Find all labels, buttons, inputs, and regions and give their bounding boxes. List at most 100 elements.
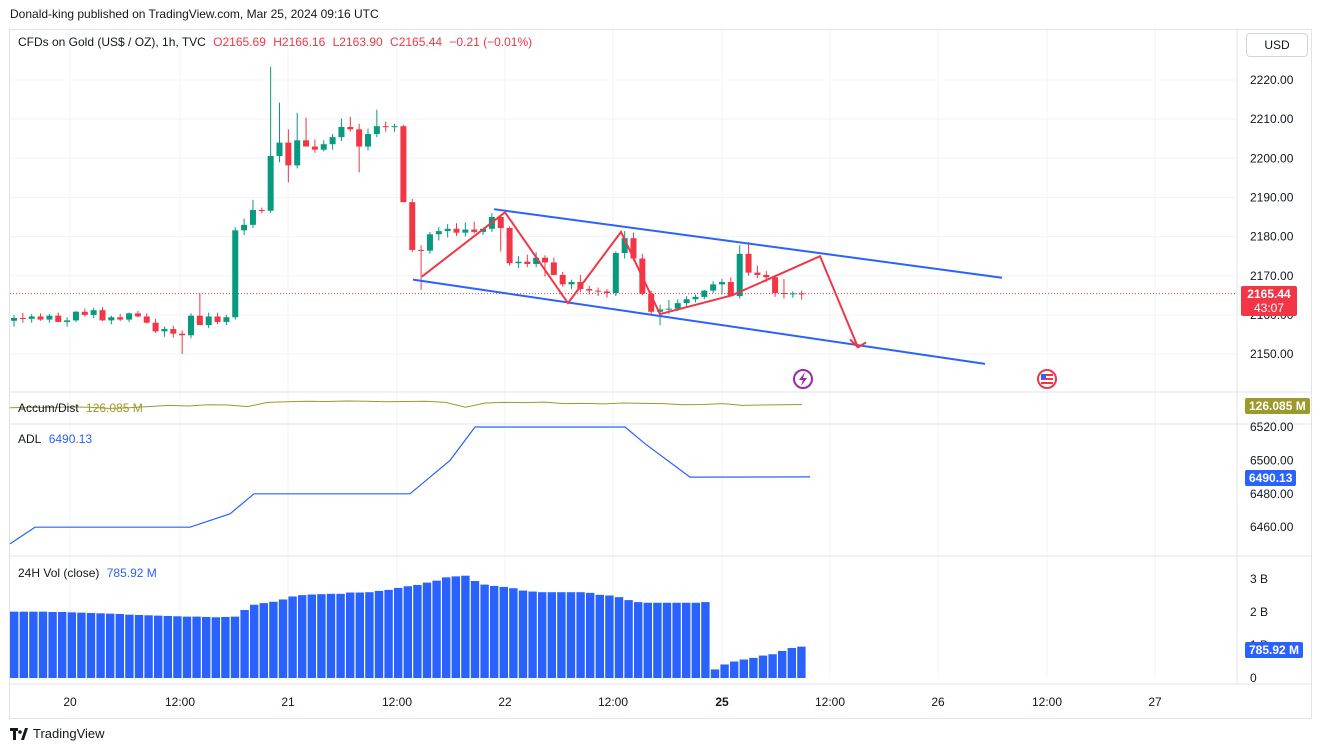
candle-body — [11, 318, 17, 321]
candle-body — [134, 313, 141, 317]
accum-dist-line — [9, 400, 803, 409]
accum-title[interactable]: Accum/Dist — [18, 401, 79, 415]
candle-body — [506, 227, 513, 264]
volume-bar — [797, 646, 806, 678]
volume-bar — [144, 615, 153, 678]
candle-body — [772, 277, 779, 293]
volume-bar — [106, 613, 115, 678]
vol-value: 785.92 M — [106, 566, 157, 580]
candle-body — [550, 262, 557, 275]
candle-body — [347, 126, 354, 130]
candle-body — [19, 318, 26, 320]
change-value: −0.21 (−0.01%) — [449, 35, 533, 49]
volume-bar — [442, 577, 451, 678]
candle-body — [276, 142, 283, 156]
adl-axis-label: 6520.00 — [1250, 420, 1294, 434]
volume-bar — [682, 602, 691, 678]
candle-body — [338, 126, 345, 138]
candle-body — [205, 316, 212, 326]
main-legend: CFDs on Gold (US$ / OZ), 1h, TVC O2165.6… — [18, 35, 536, 49]
candle-body — [241, 224, 248, 231]
candle-body — [710, 284, 717, 291]
currency-button[interactable]: USD — [1246, 33, 1308, 57]
candle-body — [657, 309, 664, 312]
candle-body — [789, 293, 796, 295]
volume-bar — [701, 602, 710, 678]
volume-bar — [163, 615, 172, 678]
candle-body — [329, 137, 336, 145]
candle-body — [143, 316, 150, 323]
volume-bar — [365, 592, 374, 678]
candle-body — [179, 333, 186, 336]
candle-body — [161, 328, 168, 332]
adl-value: 6490.13 — [48, 432, 93, 446]
symbol-label[interactable]: CFDs on Gold (US$ / OZ), 1h, TVC — [18, 35, 206, 49]
volume-bar — [211, 617, 220, 678]
volume-bar — [298, 595, 307, 678]
channel-lower-line — [412, 278, 986, 365]
volume-bar — [451, 576, 460, 678]
candle-body — [648, 293, 655, 312]
adl-axis-label: 6500.00 — [1250, 453, 1294, 467]
price-axis-label: 2220.00 — [1250, 73, 1294, 87]
price-axis-label: 2170.00 — [1250, 269, 1294, 283]
candle-body — [72, 311, 79, 321]
candle-body — [745, 253, 752, 273]
candle-body — [99, 310, 106, 321]
candle-body — [64, 320, 71, 322]
volume-bar — [374, 590, 384, 678]
volume-bar — [326, 593, 336, 678]
price-axis-label: 2210.00 — [1250, 112, 1294, 126]
vol-title[interactable]: 24H Vol (close) — [18, 566, 100, 580]
candle-body — [568, 282, 575, 285]
adl-axis-label: 6480.00 — [1250, 487, 1294, 501]
flag-stripe — [1041, 376, 1053, 378]
volume-bar — [586, 592, 595, 678]
time-axis-hour-label: 12:00 — [382, 695, 412, 709]
volume-bar — [240, 610, 249, 678]
candle-body — [471, 229, 478, 232]
candle-body — [444, 228, 451, 232]
volume-bar — [710, 669, 720, 678]
lightning-event-icon — [793, 369, 813, 389]
candle-body — [630, 238, 637, 259]
volume-bar — [403, 586, 412, 678]
time-axis-day-label: 26 — [931, 695, 945, 709]
volume-bar — [538, 592, 547, 678]
volume-bar — [672, 602, 681, 678]
candle-body — [311, 146, 318, 150]
candle-body — [126, 313, 133, 320]
candle-body — [267, 155, 274, 211]
candle-body — [28, 316, 35, 319]
candle-body — [612, 253, 619, 293]
volume-bar — [730, 661, 739, 678]
candle-body — [196, 315, 203, 326]
adl-title[interactable]: ADL — [18, 432, 42, 446]
lightning-bolt — [799, 372, 807, 386]
candle-body — [524, 261, 531, 265]
candle-body — [692, 296, 699, 300]
volume-bar — [384, 589, 393, 678]
adl-axis-label: 6460.00 — [1250, 520, 1294, 534]
volume-bar — [154, 615, 163, 678]
candle-body — [373, 126, 380, 135]
candle-body — [285, 142, 292, 166]
candle-body — [719, 282, 725, 285]
candle-body — [453, 228, 460, 233]
candle-body — [559, 274, 566, 285]
candle-body — [674, 303, 681, 309]
volume-bar — [490, 585, 499, 678]
candle-body — [400, 126, 407, 203]
footer-brand[interactable]: TradingView — [10, 726, 105, 741]
channel-upper-line — [493, 208, 1003, 279]
price-axis-label: 2150.00 — [1250, 347, 1294, 361]
volume-bar — [739, 659, 748, 678]
time-axis-day-label: 21 — [281, 695, 295, 709]
volume-axis-label: 0 — [1250, 671, 1257, 685]
candle-body — [258, 209, 265, 211]
volume-bar — [576, 592, 585, 678]
candle-body — [736, 253, 743, 297]
volume-bar — [605, 595, 614, 678]
candle-body — [90, 310, 97, 315]
